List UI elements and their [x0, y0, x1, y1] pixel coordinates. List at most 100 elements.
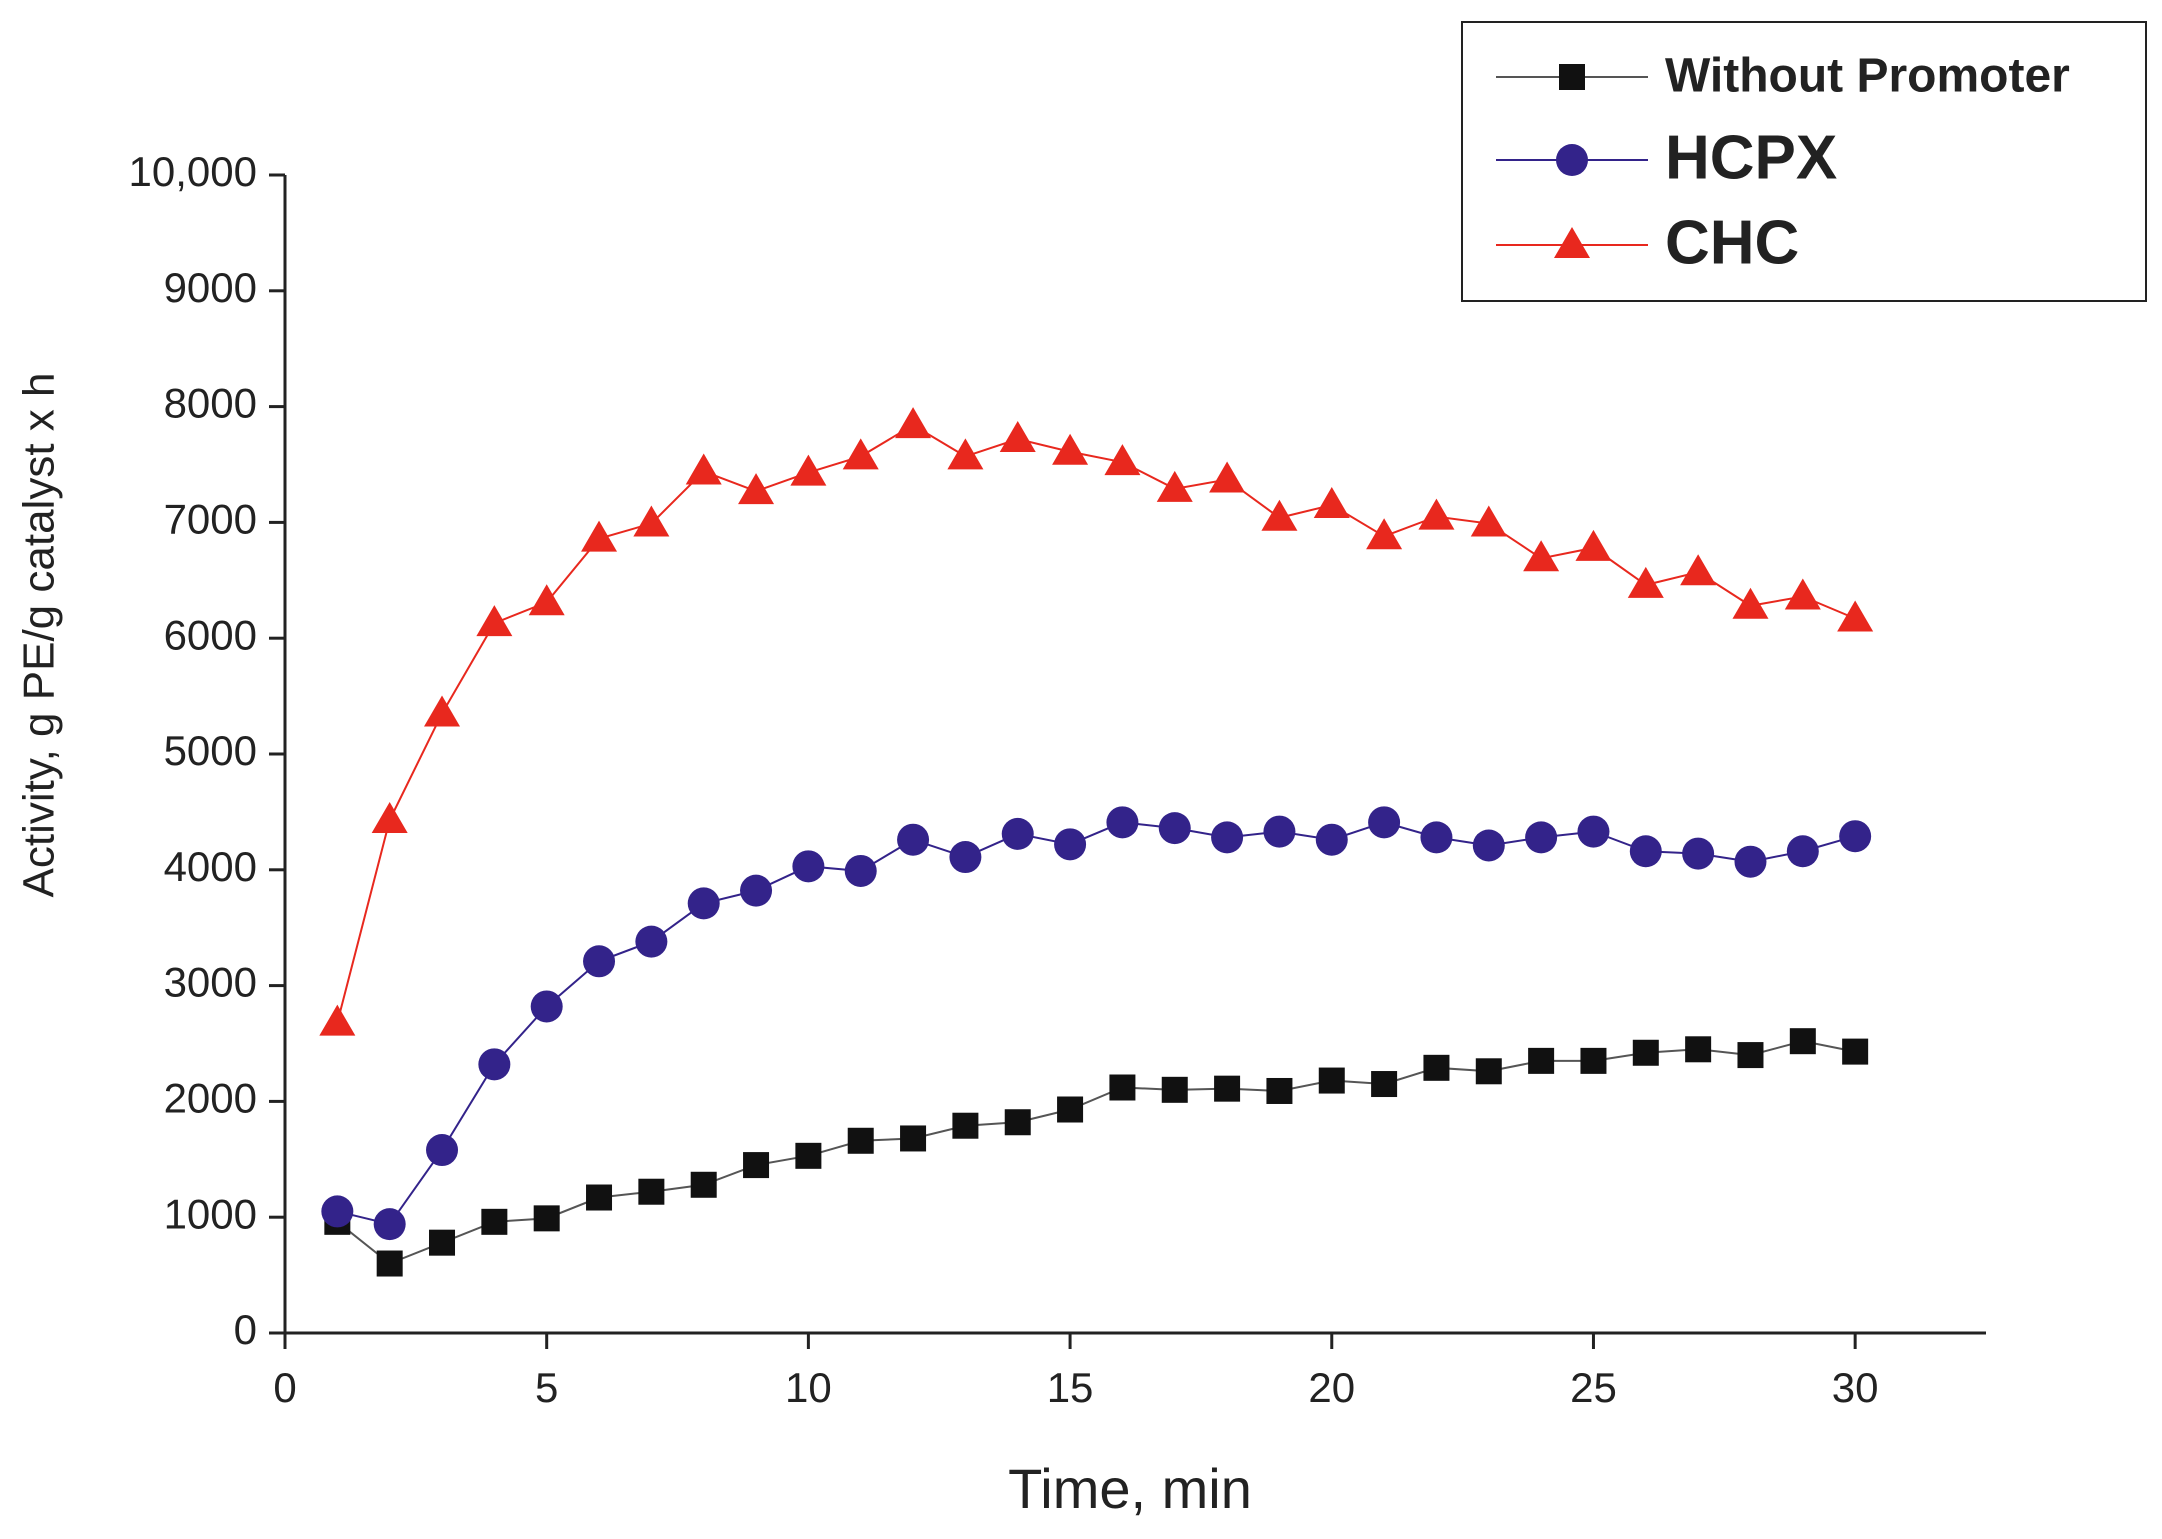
data-point: [1158, 812, 1191, 845]
data-point: [1209, 461, 1246, 493]
data-point: [1786, 835, 1819, 868]
data-point: [690, 1171, 717, 1198]
data-point: [586, 1184, 613, 1211]
data-point: [842, 438, 879, 470]
data-point: [1839, 820, 1872, 853]
data-point: [1313, 487, 1350, 519]
data-point: [1266, 1077, 1293, 1104]
legend-label: HCPX: [1665, 123, 1837, 192]
data-point: [429, 1229, 456, 1256]
data-point: [1837, 600, 1874, 632]
y-tick-label: 2000: [164, 1074, 257, 1121]
data-point: [1475, 1058, 1502, 1085]
data-point: [1211, 821, 1244, 854]
data-point: [1418, 498, 1455, 530]
data-point: [1575, 529, 1612, 561]
data-point: [1680, 554, 1717, 586]
data-point: [1528, 1047, 1555, 1074]
series-line: [337, 821, 1856, 1226]
data-point: [533, 1205, 560, 1232]
data-point: [478, 1048, 511, 1081]
x-tick-label: 30: [1832, 1364, 1879, 1411]
data-point: [1263, 815, 1296, 848]
x-tick-label: 0: [273, 1364, 296, 1411]
data-point: [1106, 806, 1139, 839]
x-axis-title: Time, min: [1008, 1457, 1252, 1520]
data-point: [790, 454, 827, 486]
data-point: [373, 1208, 406, 1241]
data-point: [1156, 470, 1193, 502]
data-point: [999, 421, 1036, 453]
data-point: [633, 505, 670, 537]
y-tick-label: 7000: [164, 495, 257, 542]
legend-marker: [1556, 144, 1588, 176]
data-point: [371, 802, 408, 834]
data-point: [900, 1125, 927, 1152]
data-point: [1523, 540, 1560, 572]
data-point: [638, 1178, 665, 1205]
data-point: [1525, 821, 1558, 854]
x-tick-label: 15: [1047, 1364, 1094, 1411]
data-point: [685, 453, 722, 485]
y-tick-label: 3000: [164, 959, 257, 1006]
data-point: [947, 438, 984, 470]
data-point: [424, 695, 461, 727]
data-point: [1470, 505, 1507, 537]
data-point: [743, 1152, 770, 1179]
x-tick-label: 25: [1570, 1364, 1617, 1411]
legend: Without Promoter HCPX CHC: [1461, 21, 2147, 302]
legend-label: CHC: [1665, 208, 1799, 277]
data-point: [1315, 823, 1348, 856]
data-point: [1627, 566, 1664, 598]
data-point: [528, 584, 565, 616]
data-point: [581, 520, 618, 552]
data-point: [376, 1250, 403, 1277]
y-tick-label: 0: [234, 1306, 257, 1353]
data-point: [476, 605, 513, 637]
data-point: [1629, 835, 1662, 868]
data-point: [583, 945, 616, 978]
data-point: [1577, 815, 1610, 848]
x-tick-label: 10: [785, 1364, 832, 1411]
x-tick-label: 5: [535, 1364, 558, 1411]
series-line: [336, 423, 1856, 1023]
data-point: [847, 1127, 874, 1154]
y-axis-title: Activity, g PE/g catalyst x h: [15, 373, 64, 898]
data-point: [481, 1208, 508, 1235]
data-point: [1004, 1109, 1031, 1136]
data-point: [792, 850, 825, 883]
data-point: [1261, 499, 1298, 531]
y-tick-label: 10,000: [129, 148, 257, 195]
legend-label: Without Promoter: [1665, 50, 2070, 103]
data-point: [1734, 845, 1767, 878]
data-point: [844, 854, 877, 887]
data-point: [1472, 829, 1505, 862]
y-tick-label: 6000: [164, 611, 257, 658]
data-point: [1732, 587, 1769, 619]
data-point: [321, 1195, 354, 1228]
legend-marker: [1559, 64, 1585, 90]
y-tick-label: 5000: [164, 727, 257, 774]
data-point: [1685, 1036, 1712, 1063]
data-point: [1104, 444, 1141, 476]
data-point: [530, 990, 563, 1023]
y-tick-label: 8000: [164, 380, 257, 427]
data-point: [635, 925, 668, 958]
y-tick-label: 4000: [164, 843, 257, 890]
data-point: [1784, 578, 1821, 610]
data-point: [738, 473, 775, 505]
data-point: [795, 1142, 822, 1169]
data-point: [949, 841, 982, 874]
data-point: [1057, 1096, 1084, 1123]
data-point: [1368, 806, 1401, 839]
data-point: [426, 1134, 459, 1167]
data-point: [895, 407, 932, 439]
data-point: [1789, 1028, 1816, 1055]
data-point: [1632, 1039, 1659, 1066]
data-point: [1737, 1042, 1764, 1069]
data-point: [1161, 1076, 1188, 1103]
data-point: [1052, 433, 1089, 465]
series-line: [336, 1040, 1856, 1265]
